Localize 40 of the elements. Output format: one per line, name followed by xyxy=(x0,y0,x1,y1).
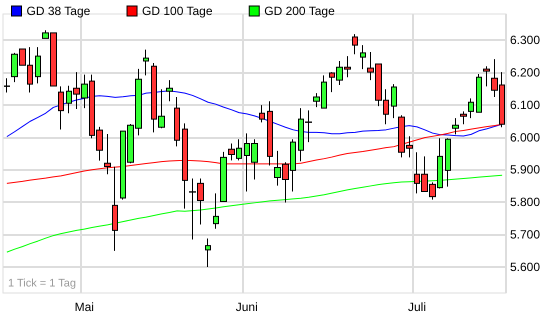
line-series xyxy=(6,90,503,138)
candlestick xyxy=(483,66,490,87)
candlestick xyxy=(205,238,211,268)
legend-label: GD 200 Tage xyxy=(264,4,336,18)
y-tick-label: 5.600 xyxy=(510,260,540,274)
x-tick-label: Mai xyxy=(74,300,94,314)
line-series xyxy=(6,174,503,253)
legend-label: GD 38 Tage xyxy=(26,4,91,18)
candlestick xyxy=(182,122,188,210)
candlestick xyxy=(166,80,173,102)
candlestick xyxy=(452,118,459,135)
legend-label: GD 100 Tage xyxy=(142,4,213,18)
annotation: 1 Tick = 1 Tag xyxy=(8,278,76,290)
candlestick xyxy=(213,192,219,230)
candlestick xyxy=(259,104,265,123)
candlestick xyxy=(112,166,118,252)
candlestick xyxy=(143,49,149,76)
y-tick-label: 6.100 xyxy=(510,98,540,112)
candlestick xyxy=(58,86,64,130)
x-tick-label: Juni xyxy=(236,300,258,314)
candlestick xyxy=(4,78,10,94)
y-tick-label: 6.000 xyxy=(510,130,540,144)
candlestick xyxy=(35,46,41,84)
x-tick-label: Juli xyxy=(408,300,426,314)
candlestick xyxy=(468,98,474,119)
candlestick xyxy=(445,138,451,188)
candlestick xyxy=(267,100,273,166)
y-tick-label: 6.300 xyxy=(510,32,540,47)
y-tick-label: 5.800 xyxy=(510,195,540,210)
y-tick-label: 6.200 xyxy=(510,65,540,80)
y-tick-label: 5.700 xyxy=(510,228,540,242)
candlestick xyxy=(104,134,111,175)
candlestick xyxy=(220,151,227,202)
candlestick xyxy=(476,74,482,113)
candlestick xyxy=(460,110,467,125)
candlestick xyxy=(352,34,358,55)
candlestick xyxy=(360,44,366,70)
y-tick-label: 5.900 xyxy=(510,162,540,177)
candlestick xyxy=(391,84,397,119)
candlestick xyxy=(174,96,180,147)
